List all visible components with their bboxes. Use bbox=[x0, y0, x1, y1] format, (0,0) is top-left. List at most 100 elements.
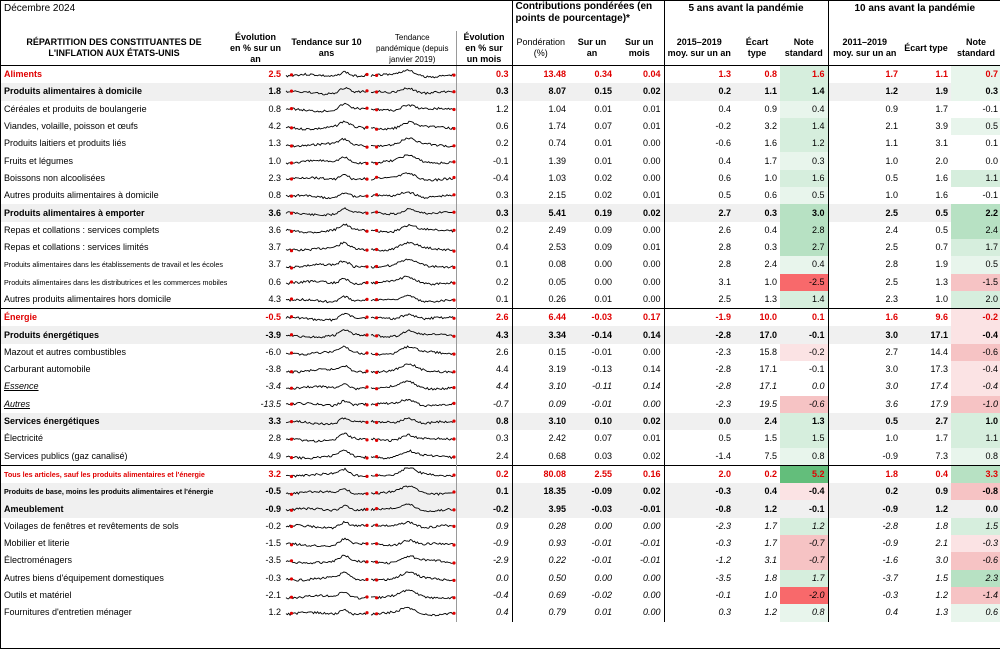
cell-yoy: 3.6 bbox=[268, 224, 281, 235]
row-label: Céréales et produits de boulangerie bbox=[4, 103, 147, 114]
cell-yoy: 3.7 bbox=[268, 242, 281, 253]
cell-yoy: 0.8 bbox=[268, 103, 281, 114]
cell-mom: 0.3 bbox=[455, 65, 512, 84]
cell-c_mom: 0.01 bbox=[642, 190, 661, 201]
cell-sd10: 0.5 bbox=[901, 204, 951, 222]
table-row: Produits énergétiques -3.9 4.3 3.34 -0.14 0.1… bbox=[1, 326, 1000, 344]
cell-weight: 0.09 bbox=[511, 395, 569, 413]
cell-avg5: 0.0 bbox=[663, 412, 734, 431]
cell-yoy: -3.8 bbox=[265, 364, 281, 375]
cell-c_mom: 0.00 bbox=[642, 259, 661, 270]
row-label: Électroménagers bbox=[4, 555, 73, 566]
cell-z10: 0.0 bbox=[951, 500, 1000, 518]
cell-c_yoy: -0.01 bbox=[591, 398, 612, 409]
row-label: Voilages de fenêtres et revêtements de s… bbox=[4, 520, 179, 531]
cell-sd5: 1.6 bbox=[764, 138, 777, 149]
cell-z5: 0.8 bbox=[780, 447, 828, 466]
col-header-c-mom: Sur un mois bbox=[615, 31, 664, 66]
cell-weight: 0.28 bbox=[511, 517, 569, 536]
cell-avg5: 2.5 bbox=[663, 290, 734, 309]
cell-avg5: -1.2 bbox=[663, 552, 734, 570]
cell-c_mom: 0.00 bbox=[642, 520, 661, 531]
cell-sd10: 3.1 bbox=[935, 138, 948, 149]
cell-c_yoy: 0.01 bbox=[594, 138, 612, 149]
cell-sd10: 2.0 bbox=[935, 155, 948, 166]
cell-avg10: 3.6 bbox=[827, 395, 901, 413]
cell-z10: -0.8 bbox=[951, 483, 1000, 501]
cell-sd10: 1.9 bbox=[935, 259, 948, 270]
cell-weight: 2.42 bbox=[511, 430, 569, 448]
cell-yoy: 1.3 bbox=[268, 138, 281, 149]
cell-c_mom: 0.00 bbox=[642, 590, 661, 601]
cell-avg10: 3.0 bbox=[827, 378, 901, 396]
cell-avg10: 1.0 bbox=[827, 430, 901, 448]
cell-avg5: 0.3 bbox=[663, 604, 734, 622]
row-label-cell: Services énergétiques bbox=[1, 412, 227, 431]
cell-avg5: -0.3 bbox=[663, 483, 734, 501]
cell-sd5: 1.7 bbox=[764, 155, 777, 166]
cell-yoy: -1.5 bbox=[265, 538, 281, 549]
cell-sd5: 1.3 bbox=[764, 294, 777, 304]
cell-c_mom: 0.01 bbox=[642, 242, 661, 253]
row-label: Ameublement bbox=[4, 503, 64, 514]
cell-avg5: -0.1 bbox=[663, 586, 734, 605]
cell-avg5: -2.8 bbox=[663, 326, 734, 344]
cell-c_yoy: 0.00 bbox=[594, 276, 612, 287]
trend-10y-sparkline bbox=[284, 448, 369, 466]
row-label: Autres produits alimentaires hors domici… bbox=[4, 294, 172, 304]
cell-c_yoy: 0.01 bbox=[594, 294, 612, 304]
cell-weight: 3.34 bbox=[511, 326, 569, 344]
trend-pandemic-sparkline bbox=[369, 101, 456, 118]
cell-mom: -0.9 bbox=[455, 535, 512, 553]
cell-avg10: 1.2 bbox=[827, 83, 901, 101]
row-label-cell: Produits laitiers et produits liés bbox=[1, 135, 227, 152]
cell-avg5: -0.8 bbox=[663, 500, 734, 518]
cell-c_yoy: 0.10 bbox=[569, 412, 615, 431]
trend-10y-sparkline bbox=[284, 152, 369, 169]
col-header-avg5: 2015–2019 moy. sur un an bbox=[663, 31, 734, 66]
cell-c_mom: 0.02 bbox=[642, 450, 661, 461]
cell-yoy: 1.0 bbox=[268, 155, 281, 166]
contributions-group-header: Contributions pondérées (en points de po… bbox=[511, 1, 664, 31]
cell-weight: 2.53 bbox=[511, 238, 569, 257]
cell-c_mom: 0.02 bbox=[615, 204, 664, 222]
cell-avg10: 0.5 bbox=[827, 412, 901, 431]
row-label: Carburant automobile bbox=[4, 364, 91, 375]
trend-10y-sparkline bbox=[284, 291, 369, 309]
cell-sd10: 0.9 bbox=[901, 483, 951, 501]
cell-sd5: 15.8 bbox=[759, 346, 777, 357]
table-row: Voilages de fenêtres et revêtements de s… bbox=[1, 517, 1000, 536]
cell-z10: 2.3 bbox=[951, 569, 1000, 587]
row-label-cell: Repas et collations : services complets bbox=[1, 222, 227, 239]
cell-avg5: -0.6 bbox=[663, 135, 734, 153]
row-label-cell: Autres produits alimentaires à domicile bbox=[1, 187, 227, 204]
cell-z5: 1.5 bbox=[780, 430, 828, 448]
table-date-title: Décembre 2024 bbox=[4, 3, 76, 14]
cell-c_yoy: 0.07 bbox=[594, 121, 612, 132]
cell-z10: -0.2 bbox=[951, 308, 1000, 327]
table-row: Céréales et produits de boulangerie 0.8 1.… bbox=[1, 100, 1000, 118]
cell-avg5: -2.3 bbox=[663, 395, 734, 413]
table-row: Essence -3.4 4.4 3.10 -0.11 0.14 -2.8 17.1 0.0 3.… bbox=[1, 378, 1000, 396]
row-label-cell: Produits alimentaires à domicile bbox=[1, 83, 227, 101]
cell-yoy: 0.8 bbox=[268, 190, 281, 201]
trend-pandemic-sparkline bbox=[369, 326, 456, 344]
cell-yoy: -3.4 bbox=[265, 381, 281, 392]
row-label: Services énergétiques bbox=[4, 416, 100, 427]
cell-z10: 0.7 bbox=[951, 65, 1000, 84]
row-label: Produits alimentaires à emporter bbox=[4, 207, 145, 218]
cell-mom: 0.2 bbox=[455, 221, 512, 239]
cell-sd10: 17.3 bbox=[930, 364, 948, 375]
cell-z5: 0.1 bbox=[780, 308, 828, 327]
row-label: Produits de base, moins les produits ali… bbox=[4, 487, 214, 497]
cell-weight: 1.39 bbox=[511, 152, 569, 170]
row-label: Mazout et autres combustibles bbox=[4, 346, 127, 357]
cell-weight: 18.35 bbox=[511, 483, 569, 501]
table-row: Services énergétiques 3.3 0.8 3.10 0.10 0.02 0… bbox=[1, 412, 1000, 431]
row-label: Fournitures d'entretien ménager bbox=[4, 607, 132, 618]
cell-yoy: -0.9 bbox=[227, 500, 284, 518]
cell-yoy: 2.5 bbox=[268, 69, 281, 80]
trend-10y-sparkline bbox=[284, 66, 369, 84]
cell-avg10: -0.9 bbox=[827, 535, 901, 553]
